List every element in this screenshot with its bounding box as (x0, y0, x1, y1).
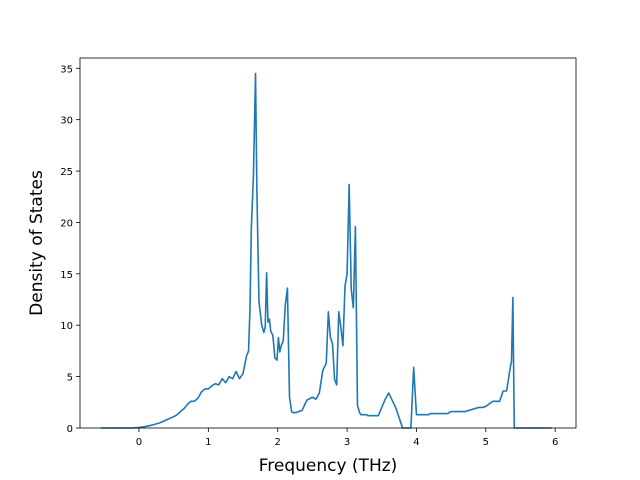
x-tick-label: 5 (483, 437, 489, 448)
dos-series-line (100, 72, 552, 429)
y-axis-title: Density of States (27, 170, 47, 316)
x-tick-label: 4 (413, 437, 419, 448)
x-tick-label: 3 (344, 437, 350, 448)
x-tick-label: 6 (552, 437, 558, 448)
y-tick-label: 10 (60, 321, 73, 332)
y-tick-label: 20 (60, 218, 73, 229)
y-tick-label: 5 (67, 373, 73, 384)
x-tick-label: 2 (275, 437, 281, 448)
plot-area (80, 58, 576, 428)
y-tick-label: 25 (60, 167, 73, 178)
x-axis-title: Frequency (THz) (259, 456, 398, 476)
x-axis-ticks: 0 1 2 3 4 5 6 (136, 428, 558, 448)
y-tick-label: 35 (60, 64, 73, 75)
series-layer (100, 72, 552, 429)
y-tick-label: 15 (60, 270, 73, 281)
y-tick-label: 30 (60, 116, 73, 127)
y-axis-ticks: 0 5 10 15 20 25 30 35 (60, 64, 80, 435)
plot-frame (79, 57, 577, 429)
y-tick-label: 0 (67, 424, 73, 435)
x-tick-label: 0 (136, 437, 142, 448)
x-tick-label: 1 (205, 437, 211, 448)
